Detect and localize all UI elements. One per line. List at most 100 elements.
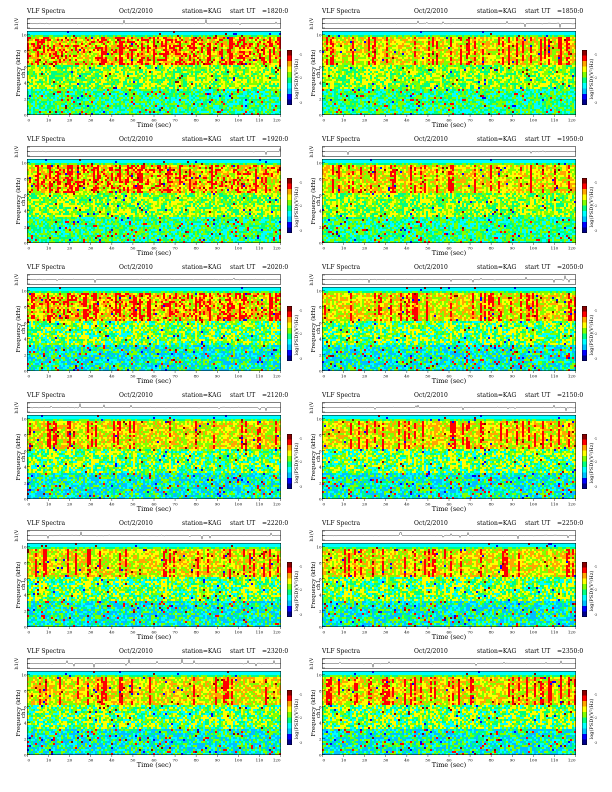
- spectrogram-cell: [193, 51, 195, 53]
- spectrogram-cell: [109, 57, 111, 59]
- spectrogram-cell: [215, 89, 217, 91]
- spectrogram-cell: [275, 97, 277, 99]
- spectrogram-cell: [153, 41, 155, 43]
- spectrogram-cell: [73, 61, 75, 63]
- spectrogram-cell: [255, 71, 257, 73]
- spectrogram-cell: [231, 73, 233, 75]
- spectrogram-cell: [201, 45, 203, 47]
- spectrogram-cell: [45, 97, 47, 99]
- spectrogram-cell: [261, 67, 263, 69]
- spectrogram-cell: [31, 83, 33, 85]
- spectrogram-cell: [133, 91, 135, 93]
- spectrogram-cell: [121, 103, 123, 105]
- spectrogram-cell: [207, 87, 209, 89]
- spectrogram-cell: [213, 81, 215, 83]
- spectrogram-cell: [225, 55, 227, 57]
- spectrogram-cell: [199, 73, 201, 75]
- spectrogram-cell: [61, 69, 63, 71]
- spectrogram-cell: [103, 101, 105, 103]
- spectrogram-cell: [107, 77, 109, 79]
- spectrogram-cell: [265, 77, 267, 79]
- spectrogram-cell: [137, 103, 139, 105]
- spectrogram-cell: [51, 45, 53, 47]
- spectrogram-cell: [249, 103, 251, 105]
- spectrogram-cell: [53, 83, 55, 85]
- spectrogram-cell: [209, 47, 211, 49]
- spectrogram-cell: [103, 105, 105, 107]
- spectrogram-cell: [29, 105, 31, 107]
- spectrogram-cell: [277, 51, 279, 53]
- spectrogram-cell: [189, 83, 191, 85]
- spectrogram-cell: [159, 33, 161, 35]
- spectrogram-cell: [165, 103, 167, 105]
- spectrogram-cell: [69, 87, 71, 89]
- spectrogram-cell: [211, 57, 213, 59]
- spectrogram-cell: [63, 91, 65, 93]
- spectrogram-cell: [199, 43, 201, 45]
- spectrogram-cell: [123, 103, 125, 105]
- spectrogram-cell: [33, 91, 35, 93]
- spectrogram-cell: [201, 69, 203, 71]
- spectrogram-cell: [87, 89, 89, 91]
- spectrogram-cell: [41, 81, 43, 83]
- spectrogram-cell: [185, 57, 187, 59]
- spectrogram-cell: [233, 77, 235, 79]
- spectrogram-cell: [73, 53, 75, 55]
- spectrogram-cell: [109, 53, 111, 55]
- spectrogram-cell: [47, 65, 49, 67]
- spectrogram-cell: [85, 77, 87, 79]
- spectrogram-cell: [267, 63, 269, 65]
- spectrogram-cell: [117, 75, 119, 77]
- spectrogram-cell: [207, 85, 209, 87]
- spectrogram-cell: [261, 75, 263, 77]
- spectrogram-cell: [203, 69, 205, 71]
- spectrogram-cell: [253, 43, 255, 45]
- spectrogram-cell: [225, 61, 227, 63]
- spectrogram-cell: [243, 87, 245, 89]
- spectrogram-cell: [141, 99, 143, 101]
- spectrogram-cell: [187, 99, 189, 101]
- spectrogram-cell: [269, 57, 271, 59]
- spectrogram-cell: [33, 85, 35, 87]
- spectrogram-cell: [57, 67, 59, 69]
- spectrogram-cell: [237, 41, 239, 43]
- spectrogram-cell: [151, 53, 153, 55]
- spectrogram-cell: [215, 91, 217, 93]
- spectrogram-cell: [159, 61, 161, 63]
- spectrogram-cell: [221, 79, 223, 81]
- spectrogram-cell: [231, 59, 233, 61]
- spectrogram-cell: [131, 63, 133, 65]
- spectrogram-cell: [141, 71, 143, 73]
- spectrogram-cell: [115, 71, 117, 73]
- spectrogram-cell: [31, 51, 33, 53]
- spectrogram-cell: [159, 79, 161, 81]
- spectrogram-cell: [67, 77, 69, 79]
- spectrogram-cell: [255, 81, 257, 83]
- spectrogram-cell: [123, 67, 125, 69]
- spectrogram-cell: [129, 91, 131, 93]
- spectrogram-cell: [65, 53, 67, 55]
- spectrogram-cell: [123, 65, 125, 67]
- spectrogram-cell: [273, 101, 275, 103]
- spectrogram-cell: [33, 77, 35, 79]
- spectrogram-cell: [99, 45, 101, 47]
- spectrogram-cell: [57, 41, 59, 43]
- spectrogram-cell: [181, 39, 183, 41]
- spectrogram-cell: [189, 79, 191, 81]
- spectrogram-cell: [83, 33, 85, 35]
- spectrogram-cell: [227, 99, 229, 101]
- spectrogram-cell: [251, 49, 253, 51]
- spectrogram-cell: [247, 67, 249, 69]
- spectrogram-cell: [257, 85, 259, 87]
- spectrogram-cell: [227, 41, 229, 43]
- spectrogram-cell: [227, 35, 229, 37]
- spectrogram-cell: [101, 89, 103, 91]
- spectrogram-cell: [57, 71, 59, 73]
- spectrogram-cell: [155, 83, 157, 85]
- spectrogram-cell: [75, 85, 77, 87]
- spectrogram-cell: [253, 85, 255, 87]
- spectrogram-cell: [75, 41, 77, 43]
- spectrogram-cell: [241, 73, 243, 75]
- spectrogram-cell: [63, 37, 65, 39]
- spectrogram-cell: [89, 39, 91, 41]
